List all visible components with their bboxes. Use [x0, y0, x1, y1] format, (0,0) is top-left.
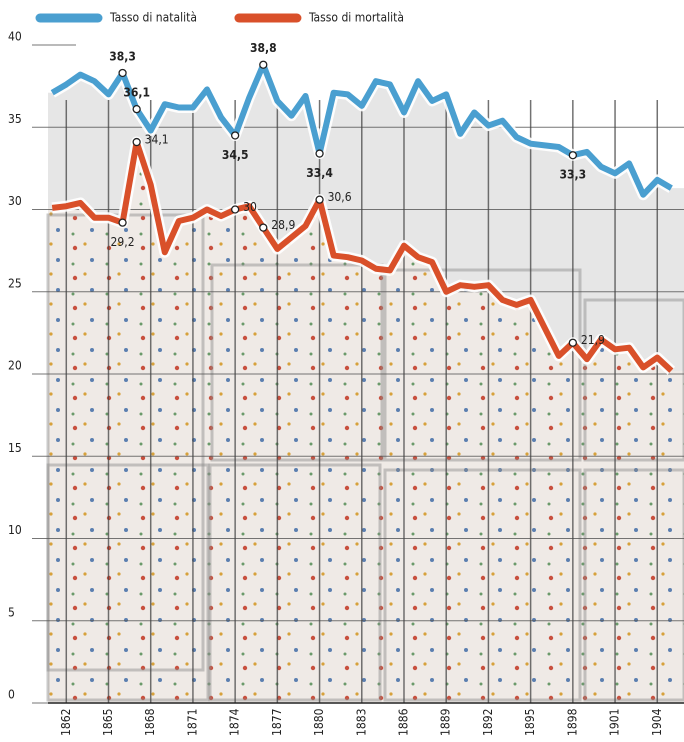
point-marker	[315, 195, 324, 204]
data-label: 28,9	[271, 218, 295, 232]
data-label: 30,6	[328, 190, 352, 204]
series-line	[51, 139, 674, 373]
x-tick-label: 1871	[185, 709, 199, 736]
point-marker	[259, 60, 268, 69]
point-marker	[568, 151, 577, 160]
data-label: 29,2	[111, 235, 135, 249]
x-tick-label: 1904	[650, 708, 664, 736]
x-tick-label: 1877	[270, 709, 284, 736]
x-tick-label: 1895	[523, 709, 537, 736]
point-marker	[259, 223, 268, 232]
x-tick-label: 1865	[101, 709, 115, 736]
y-tick-label: 5	[8, 605, 15, 619]
y-tick-label: 20	[8, 359, 22, 373]
point-marker	[230, 131, 240, 140]
y-tick-label: 35	[8, 112, 22, 126]
data-label: 38,8	[250, 41, 277, 55]
x-tick-label: 1889	[439, 708, 453, 736]
data-label: 34,5	[222, 148, 249, 162]
point-marker	[118, 218, 127, 227]
x-tick-label: 1880	[312, 708, 326, 736]
y-tick-label: 25	[8, 276, 22, 290]
x-tick-label: 1874	[228, 708, 242, 736]
data-label: 34,1	[145, 133, 169, 147]
x-tick-label: 1868	[143, 708, 157, 736]
y-tick-label: 40	[8, 30, 22, 44]
series-line	[50, 61, 673, 198]
x-tick-label: 1898	[565, 708, 579, 736]
y-tick-label: 10	[8, 523, 22, 537]
photo-crib	[383, 268, 582, 462]
photo-crib	[583, 468, 684, 702]
photo-crib	[208, 463, 382, 702]
photo-crib	[46, 463, 210, 702]
data-label: 33,4	[306, 166, 333, 180]
photo-crib	[210, 263, 384, 462]
point-marker	[132, 137, 141, 147]
photo-crib	[383, 468, 582, 702]
legend-label: Tasso di mortalità	[308, 11, 404, 25]
x-tick-label: 1901	[608, 709, 622, 736]
x-tick-label: 1862	[59, 709, 73, 736]
x-tick-label: 1892	[481, 709, 495, 736]
data-label: 38,3	[109, 49, 136, 63]
data-label: 30	[243, 200, 257, 214]
mortality-area	[48, 142, 684, 703]
y-tick-label: 0	[8, 688, 15, 702]
data-label: 21,9	[581, 333, 605, 347]
legend-label: Tasso di natalità	[109, 11, 197, 25]
photo-crib	[583, 298, 684, 462]
point-marker	[230, 205, 240, 214]
point-marker	[315, 149, 324, 158]
point-marker	[118, 68, 127, 78]
point-marker	[132, 105, 141, 114]
data-label: 33,3	[560, 168, 587, 182]
data-label: 36,1	[123, 86, 150, 100]
point-marker	[568, 338, 577, 347]
y-tick-label: 15	[8, 441, 22, 455]
y-tick-label: 30	[8, 194, 22, 208]
x-tick-label: 1886	[396, 708, 410, 736]
x-tick-label: 1883	[354, 709, 368, 736]
